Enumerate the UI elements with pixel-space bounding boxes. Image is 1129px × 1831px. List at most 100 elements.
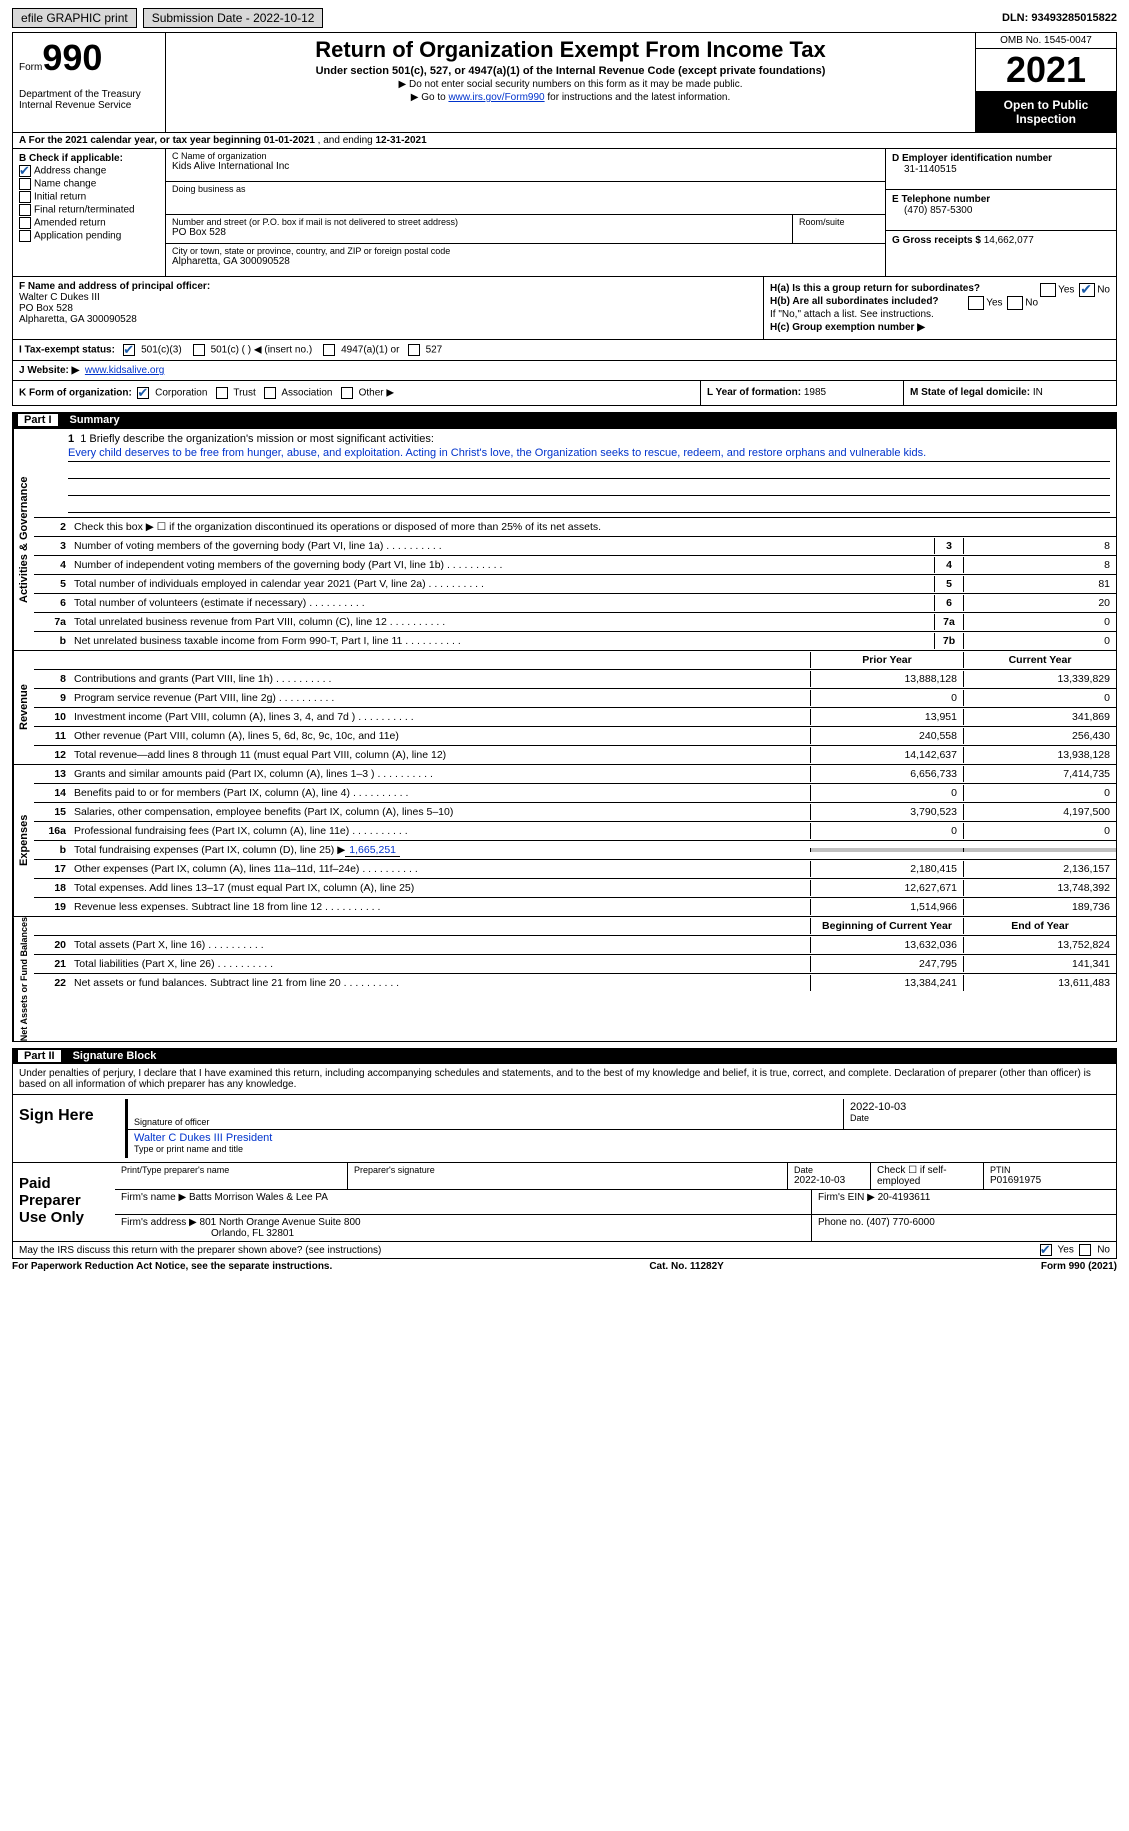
chk-address-change[interactable]: Address change: [19, 165, 159, 177]
efile-button[interactable]: efile GRAPHIC print: [12, 8, 137, 28]
side-revenue: Revenue: [13, 651, 34, 764]
revenue-header: Prior YearCurrent Year: [34, 651, 1116, 670]
bottom-row: For Paperwork Reduction Act Notice, see …: [12, 1261, 1117, 1272]
summary-revenue: Revenue Prior YearCurrent Year 8Contribu…: [12, 651, 1117, 765]
summary-expenses: Expenses 13Grants and similar amounts pa…: [12, 765, 1117, 917]
header-right: OMB No. 1545-0047 2021 Open to Public In…: [976, 33, 1116, 132]
preparer-name-cell: Print/Type preparer's name: [115, 1163, 348, 1189]
chk-527[interactable]: [408, 344, 420, 356]
chk-final-return[interactable]: Final return/terminated: [19, 204, 159, 216]
line-14: 14Benefits paid to or for members (Part …: [34, 784, 1116, 803]
chk-initial-return[interactable]: Initial return: [19, 191, 159, 203]
chk-corporation[interactable]: [137, 387, 149, 399]
side-expenses: Expenses: [13, 765, 34, 916]
side-activities-governance: Activities & Governance: [13, 429, 34, 650]
col-h-group: H(a) Is this a group return for subordin…: [764, 277, 1116, 339]
note-ssn: Do not enter social security numbers on …: [174, 79, 967, 90]
line-7a: 7aTotal unrelated business revenue from …: [34, 613, 1116, 632]
city-state-zip: Alpharetta, GA 300090528: [172, 256, 879, 267]
street-address: PO Box 528: [172, 227, 786, 238]
dln-label: DLN: 93493285015822: [1002, 12, 1117, 24]
section-fgh: F Name and address of principal officer:…: [12, 277, 1117, 340]
hb-yes[interactable]: [968, 296, 984, 310]
discuss-row: May the IRS discuss this return with the…: [12, 1242, 1117, 1259]
discuss-no[interactable]: [1079, 1244, 1091, 1256]
website-link[interactable]: www.kidsalive.org: [85, 365, 164, 376]
paid-preparer-label: Paid Preparer Use Only: [13, 1163, 115, 1238]
summary-activities: Activities & Governance 1 1 Briefly desc…: [12, 428, 1117, 651]
line-7b: bNet unrelated business taxable income f…: [34, 632, 1116, 650]
chk-4947[interactable]: [323, 344, 335, 356]
line-10: 10Investment income (Part VIII, column (…: [34, 708, 1116, 727]
form-header: Form990 Department of the Treasury Inter…: [12, 32, 1117, 133]
summary-net-assets: Net Assets or Fund Balances Beginning of…: [12, 917, 1117, 1042]
chk-trust[interactable]: [216, 387, 228, 399]
form-title: Return of Organization Exempt From Incom…: [174, 37, 967, 63]
chk-501c[interactable]: [193, 344, 205, 356]
h-a-row: H(a) Is this a group return for subordin…: [770, 283, 1110, 294]
line-22: 22Net assets or fund balances. Subtract …: [34, 974, 1116, 992]
line-3: 3Number of voting members of the governi…: [34, 537, 1116, 556]
paid-preparer-row: Paid Preparer Use Only Print/Type prepar…: [12, 1163, 1117, 1242]
chk-other[interactable]: [341, 387, 353, 399]
col-de: D Employer identification number 31-1140…: [886, 149, 1116, 276]
chk-name-change[interactable]: Name change: [19, 178, 159, 190]
row-a-tax-year: A For the 2021 calendar year, or tax yea…: [12, 133, 1117, 149]
year-formation: L Year of formation: 1985: [701, 381, 904, 405]
col-b-label: B Check if applicable:: [19, 153, 123, 164]
chk-association[interactable]: [264, 387, 276, 399]
chk-amended[interactable]: Amended return: [19, 217, 159, 229]
line-16b: bTotal fundraising expenses (Part IX, co…: [34, 841, 1116, 860]
hc-label: H(c) Group exemption number ▶: [770, 322, 925, 333]
line-6: 6Total number of volunteers (estimate if…: [34, 594, 1116, 613]
hb-no[interactable]: [1007, 296, 1023, 310]
ein-value: 31-1140515: [892, 164, 1110, 175]
preparer-date: Date2022-10-03: [788, 1163, 871, 1189]
header-center: Return of Organization Exempt From Incom…: [166, 33, 976, 132]
line-12: 12Total revenue—add lines 8 through 11 (…: [34, 746, 1116, 764]
line-8: 8Contributions and grants (Part VIII, li…: [34, 670, 1116, 689]
principal-officer: F Name and address of principal officer:…: [13, 277, 764, 339]
cat-number: Cat. No. 11282Y: [649, 1261, 723, 1272]
org-name: Kids Alive International Inc: [172, 161, 879, 172]
preparer-sig-cell[interactable]: Preparer's signature: [348, 1163, 788, 1189]
officer-signature-field[interactable]: Signature of officer: [125, 1099, 843, 1129]
row-i-tax-status: I Tax-exempt status: 501(c)(3) 501(c) ( …: [12, 340, 1117, 361]
ptin-cell: PTINP01691975: [984, 1163, 1116, 1189]
line-4: 4Number of independent voting members of…: [34, 556, 1116, 575]
self-employed-check[interactable]: Check ☐ if self-employed: [871, 1163, 984, 1189]
form-footer-label: Form 990 (2021): [1041, 1261, 1117, 1272]
firm-name-cell: Firm's name ▶ Batts Morrison Wales & Lee…: [115, 1190, 812, 1214]
phone-cell: E Telephone number (470) 857-5300: [886, 190, 1116, 231]
mission-text: Every child deserves to be free from hun…: [68, 447, 1110, 462]
form-number: 990: [42, 37, 102, 78]
omb-number: OMB No. 1545-0047: [976, 33, 1116, 49]
ha-yes[interactable]: [1040, 283, 1056, 297]
ha-no[interactable]: [1079, 283, 1095, 297]
chk-501c3[interactable]: [123, 344, 135, 356]
open-inspection: Open to Public Inspection: [976, 92, 1116, 132]
line-20: 20Total assets (Part X, line 16)13,632,0…: [34, 936, 1116, 955]
firm-phone-cell: Phone no. (407) 770-6000: [812, 1215, 1116, 1241]
form-subtitle: Under section 501(c), 527, or 4947(a)(1)…: [174, 65, 967, 77]
gross-receipts: 14,662,077: [984, 235, 1034, 246]
hb-note: If "No," attach a list. See instructions…: [770, 309, 1110, 320]
officer-name-field: Walter C Dukes III PresidentType or prin…: [125, 1130, 1116, 1158]
discuss-yes[interactable]: [1040, 1244, 1052, 1256]
line-21: 21Total liabilities (Part X, line 26)247…: [34, 955, 1116, 974]
room-suite-label: Room/suite: [799, 217, 879, 227]
side-net-assets: Net Assets or Fund Balances: [13, 917, 34, 1041]
h-b-row: H(b) Are all subordinates included? Yes …: [770, 296, 1110, 307]
phone-value: (470) 857-5300: [892, 205, 1110, 216]
dept-treasury: Department of the Treasury Internal Reve…: [19, 89, 159, 111]
sign-here-label: Sign Here: [13, 1095, 115, 1137]
org-name-cell: C Name of organization Kids Alive Intern…: [166, 149, 885, 182]
line-5: 5Total number of individuals employed in…: [34, 575, 1116, 594]
col-b-checkboxes: B Check if applicable: Address change Na…: [13, 149, 166, 276]
line-2: 2Check this box ▶ ☐ if the organization …: [34, 518, 1116, 537]
irs-link[interactable]: www.irs.gov/Form990: [448, 92, 544, 103]
ein-cell: D Employer identification number 31-1140…: [886, 149, 1116, 190]
line-18: 18Total expenses. Add lines 13–17 (must …: [34, 879, 1116, 898]
chk-application-pending[interactable]: Application pending: [19, 230, 159, 242]
line-15: 15Salaries, other compensation, employee…: [34, 803, 1116, 822]
